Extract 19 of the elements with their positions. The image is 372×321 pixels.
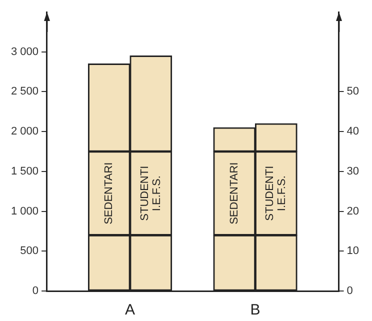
y2-tick-label: 30 <box>346 165 360 178</box>
y-tick-label: 1 000 <box>10 205 39 218</box>
x-tick-label: SEDENTARI <box>103 162 116 224</box>
y-tick-label: 500 <box>20 245 39 258</box>
text: A <box>125 302 136 319</box>
y-tick-label: 3 000 <box>10 46 39 58</box>
y-tick-label: 2 000 <box>10 126 39 138</box>
y-tick-label: 2 500 <box>10 86 39 98</box>
y-tick-label: 1 500 <box>10 165 39 178</box>
y2-tick-label: 40 <box>346 126 360 138</box>
y2-tick-label: 10 <box>346 245 360 258</box>
x-tick-label: SEDENTARI <box>228 162 240 224</box>
y-tick-label: 0 <box>32 285 39 298</box>
x-tick-label: STUDENTI I.E.F.S. <box>264 166 288 221</box>
y2-tick-label: 0 <box>346 285 353 298</box>
text: B <box>250 302 260 319</box>
y2-tick-label: 50 <box>346 86 360 98</box>
x-tick-label: STUDENTI I.E.F.S. <box>138 166 163 221</box>
y2-tick-label: 20 <box>346 205 360 218</box>
